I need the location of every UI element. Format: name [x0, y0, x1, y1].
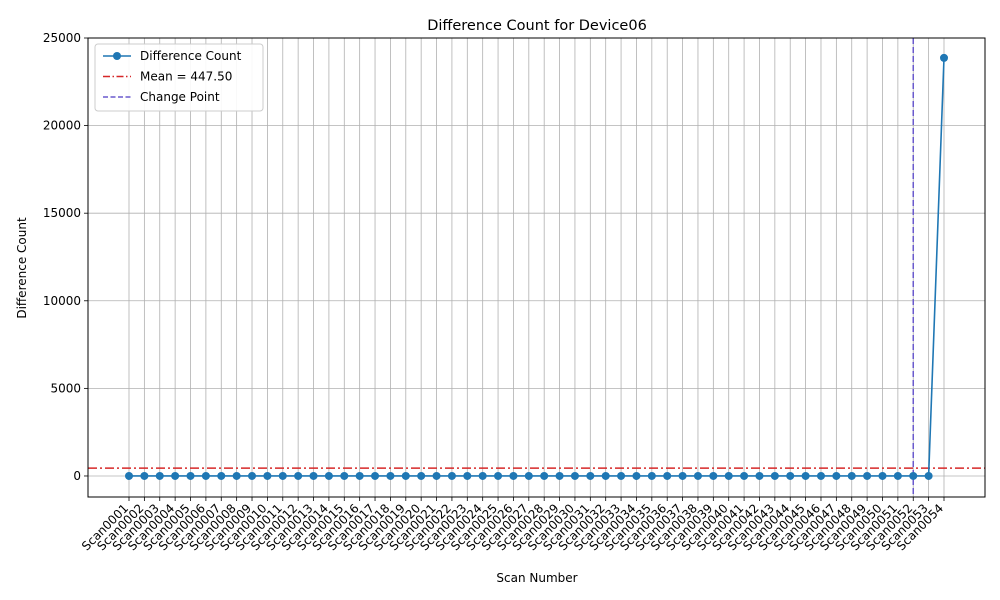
legend-label: Difference Count — [140, 49, 242, 63]
data-point — [248, 471, 257, 480]
legend-label: Mean = 447.50 — [140, 70, 232, 84]
data-point — [217, 471, 226, 480]
data-point — [171, 471, 180, 480]
data-point — [432, 471, 441, 480]
legend: Difference Count Mean = 447.50 Change Poin… — [94, 43, 264, 112]
data-point — [878, 471, 887, 480]
data-point — [494, 471, 503, 480]
data-point — [755, 471, 764, 480]
data-point — [632, 471, 641, 480]
data-point — [309, 471, 318, 480]
data-point — [601, 471, 610, 480]
y-tick-label: 20000 — [43, 119, 81, 133]
data-point — [740, 471, 749, 480]
data-point — [355, 471, 364, 480]
data-point — [401, 471, 410, 480]
legend-box — [94, 43, 264, 112]
data-point — [678, 471, 687, 480]
y-axis: 0 5000 10000 15000 20000 25000 — [43, 31, 88, 483]
data-point — [909, 471, 918, 480]
data-point — [555, 471, 564, 480]
data-point — [724, 471, 733, 480]
data-point — [924, 471, 933, 480]
data-point — [186, 471, 195, 480]
data-point — [863, 471, 872, 480]
chart-title: Difference Count for Device06 — [427, 18, 647, 34]
data-point — [371, 471, 380, 480]
data-point — [125, 471, 133, 480]
data-point — [663, 471, 672, 480]
legend-label: Change Point — [140, 90, 220, 104]
data-point — [324, 471, 333, 480]
data-point — [232, 471, 241, 480]
data-point — [801, 471, 810, 480]
data-point — [155, 471, 164, 480]
data-point — [509, 471, 518, 480]
data-point — [417, 471, 426, 480]
x-axis: Scan0001Scan0002Scan0003Scan0004Scan0005… — [79, 497, 946, 553]
data-point — [709, 471, 718, 480]
y-tick-label: 15000 — [43, 206, 81, 220]
data-point — [524, 471, 533, 480]
data-point — [294, 471, 303, 480]
data-point — [816, 471, 825, 480]
data-point — [447, 471, 456, 480]
y-tick-label: 0 — [73, 469, 81, 483]
data-point — [770, 471, 779, 480]
y-axis-label: Difference Count — [15, 217, 29, 319]
y-tick-label: 10000 — [43, 294, 81, 308]
data-point — [586, 471, 595, 480]
data-point — [847, 471, 856, 480]
data-point — [478, 471, 487, 480]
data-point — [386, 471, 395, 480]
data-point — [693, 471, 702, 480]
data-point — [140, 471, 149, 480]
data-point — [617, 471, 626, 480]
data-point — [340, 471, 349, 480]
data-point — [570, 471, 579, 480]
legend-marker — [113, 52, 121, 60]
data-point — [940, 53, 948, 62]
data-point — [832, 471, 841, 480]
data-point — [647, 471, 656, 480]
plot-frame — [87, 37, 986, 498]
y-tick-label: 5000 — [50, 381, 81, 395]
data-point — [540, 471, 549, 480]
data-point — [201, 471, 210, 480]
data-point — [893, 471, 902, 480]
grid-lines — [88, 37, 985, 497]
data-point — [278, 471, 287, 480]
x-axis-label: Scan Number — [496, 571, 577, 585]
y-tick-label: 25000 — [43, 31, 81, 45]
data-point — [786, 471, 795, 480]
data-point — [463, 471, 472, 480]
data-point — [263, 471, 272, 480]
series-group — [125, 53, 948, 480]
